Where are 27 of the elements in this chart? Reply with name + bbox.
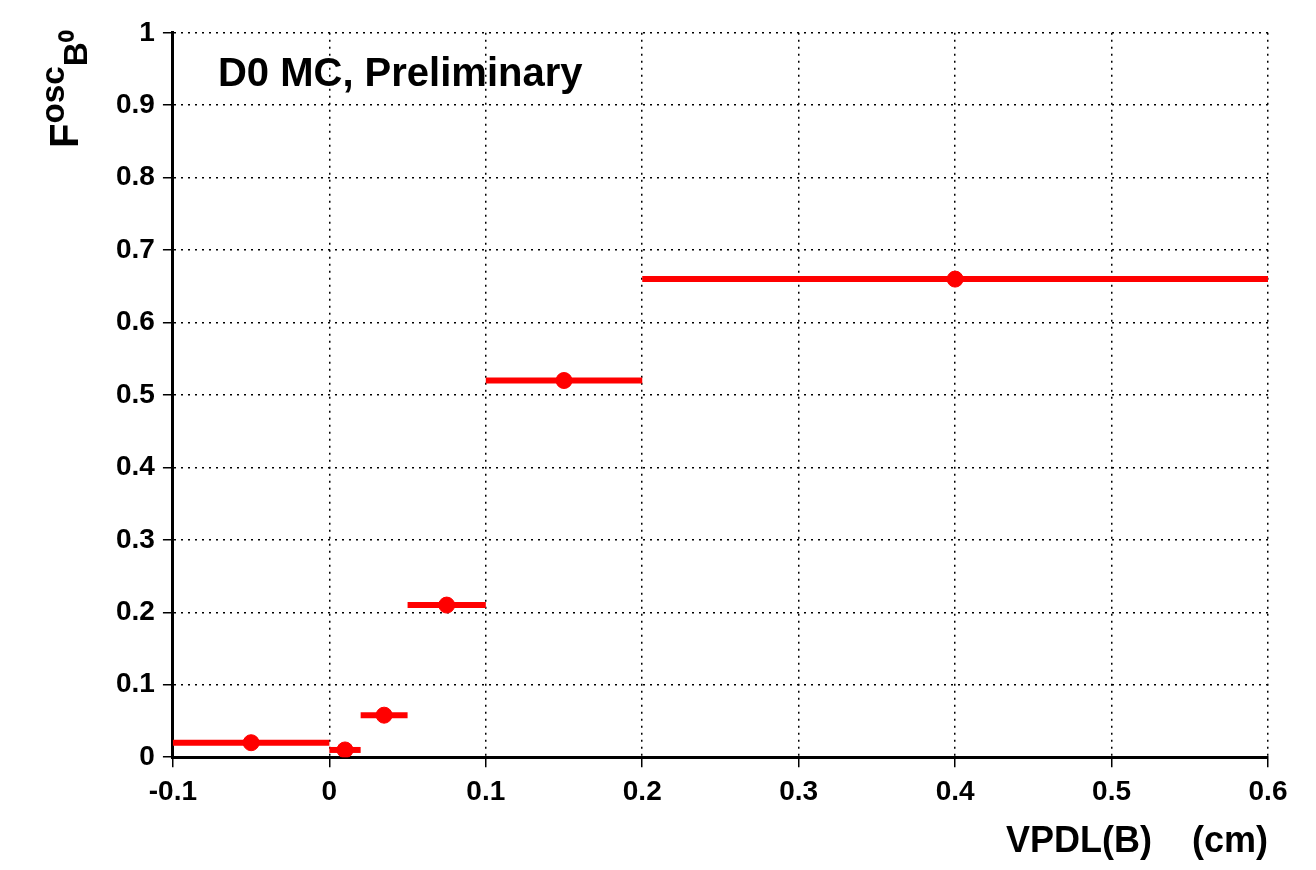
x-tick-label: -0.1 — [148, 774, 198, 806]
y-tick-label: 0.8 — [115, 160, 155, 192]
x-tick-label: 0.6 — [1248, 774, 1288, 806]
y-tick-label: 0.1 — [115, 667, 155, 699]
point — [438, 596, 456, 614]
y-tick-label: 0.9 — [115, 87, 155, 119]
y-tick-label: 0.3 — [115, 522, 155, 554]
y-tick-label: 0.4 — [115, 450, 156, 482]
point — [555, 372, 573, 390]
x-tick-label: 0.1 — [466, 774, 506, 806]
point — [375, 706, 393, 724]
annotation: D0 MC, Preliminary — [217, 49, 584, 94]
y-tick-label: 0 — [139, 739, 155, 771]
y-tick-label: 0.6 — [115, 305, 155, 337]
point — [242, 734, 260, 752]
x-axis-title: VPDL(B) (cm) — [1005, 819, 1268, 861]
point — [336, 741, 354, 758]
y-tick-label: 0.2 — [115, 595, 155, 627]
y-tick-label: 0.5 — [115, 377, 155, 409]
y-tick-label: 0.7 — [115, 232, 155, 264]
point — [946, 270, 964, 288]
x-tick-label: 0.5 — [1092, 774, 1132, 806]
x-tick-label: 0.2 — [622, 774, 662, 806]
x-tick-label: 0.3 — [779, 774, 819, 806]
x-tick-label: 0 — [321, 774, 338, 806]
x-tick-label: 0.4 — [935, 774, 975, 806]
y-tick-label: 1 — [139, 15, 155, 47]
